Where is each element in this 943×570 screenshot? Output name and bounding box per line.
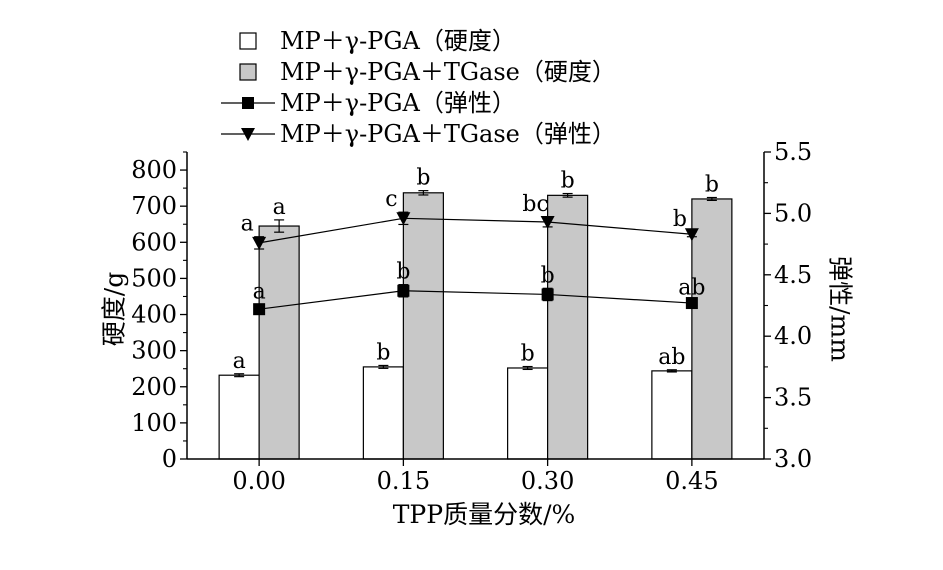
y2-tick-label: 4.0 (774, 322, 812, 350)
y2-tick-label: 3.5 (774, 384, 812, 412)
bar-hardness-tgase-1 (402, 192, 444, 460)
y2-tick-label: 4.5 (774, 261, 812, 289)
x-tick-label: 0.45 (665, 467, 718, 495)
significance-label: a (273, 195, 286, 220)
x-tick-label: 0.30 (521, 467, 574, 495)
y2-tick-label: 5.5 (774, 138, 812, 166)
x-tick-label: 0.00 (232, 467, 285, 495)
significance-label: b (705, 173, 719, 198)
data-point-triangle (396, 212, 411, 226)
data-point-triangle (252, 236, 267, 250)
data-point-square (541, 288, 554, 301)
data-point-triangle (540, 215, 555, 229)
legend-entry: MP＋γ-PGA（弹性） (280, 89, 516, 117)
series-line-elasticity-pga (259, 290, 692, 310)
significance-label: bc (522, 192, 548, 217)
y-axis-label: 硬度/g (100, 272, 129, 346)
y-tick-label: 700 (131, 192, 177, 220)
y2-axis-label: 弹性/mm (826, 256, 855, 362)
y-tick-label: 600 (131, 228, 177, 256)
bar-hardness-pga-2 (507, 367, 549, 460)
legend-entry: MP＋γ-PGA＋TGase（弹性） (280, 120, 616, 148)
significance-label: a (253, 279, 266, 304)
significance-label: b (521, 342, 535, 367)
significance-label: b (673, 207, 687, 232)
significance-label: ab (658, 345, 685, 370)
data-point-square (685, 297, 698, 310)
legend-swatch (239, 63, 257, 81)
y-tick-label: 300 (131, 337, 177, 365)
significance-label: b (376, 340, 390, 365)
legend: MP＋γ-PGA（硬度） MP＋γ-PGA＋TGase（硬度） MP＋γ-PGA（弹… (221, 27, 616, 148)
bar-hardness-pga-3 (651, 370, 693, 460)
bar-hardness-pga-1 (362, 366, 404, 460)
significance-label: b (561, 169, 575, 194)
significance-label: b (396, 260, 410, 285)
data-point-square (253, 303, 266, 316)
bar-hardness-tgase-0 (258, 225, 300, 460)
significance-label: b (541, 263, 555, 288)
y2-tick-label: 3.0 (774, 445, 812, 473)
legend-swatch (239, 32, 257, 50)
y-tick-label: 200 (131, 373, 177, 401)
significance-label: b (416, 166, 430, 191)
y-tick-label: 0 (162, 445, 177, 473)
significance-label: c (385, 187, 397, 212)
data-point-triangle (684, 228, 699, 242)
bar-hardness-tgase-3 (691, 198, 733, 460)
legend-entry: MP＋γ-PGA（硬度） (280, 27, 516, 55)
data-point-square (397, 284, 410, 297)
y2-tick-label: 5.0 (774, 199, 812, 227)
axes: 0 100 200 300 400 500 600 700 800 3.0 3.5 4.0 4.5 5.0… (131, 138, 812, 495)
significance-label: ab (678, 276, 705, 301)
bar-hardness-pga-0 (218, 374, 260, 460)
y-tick-label: 100 (131, 409, 177, 437)
y-tick-label: 400 (131, 301, 177, 329)
x-tick-label: 0.15 (377, 467, 430, 495)
legend-marker-triangle (241, 128, 255, 141)
series-line-elasticity-tgase (259, 217, 692, 244)
y-tick-label: 500 (131, 264, 177, 292)
significance-label: a (233, 349, 246, 374)
significance-label: a (241, 212, 254, 237)
legend-entry: MP＋γ-PGA＋TGase（硬度） (280, 58, 616, 86)
y-tick-label: 800 (131, 156, 177, 184)
bar-hardness-tgase-2 (547, 194, 589, 460)
x-axis-label: TPP质量分数/% (393, 500, 576, 529)
legend-marker-square (242, 97, 254, 109)
